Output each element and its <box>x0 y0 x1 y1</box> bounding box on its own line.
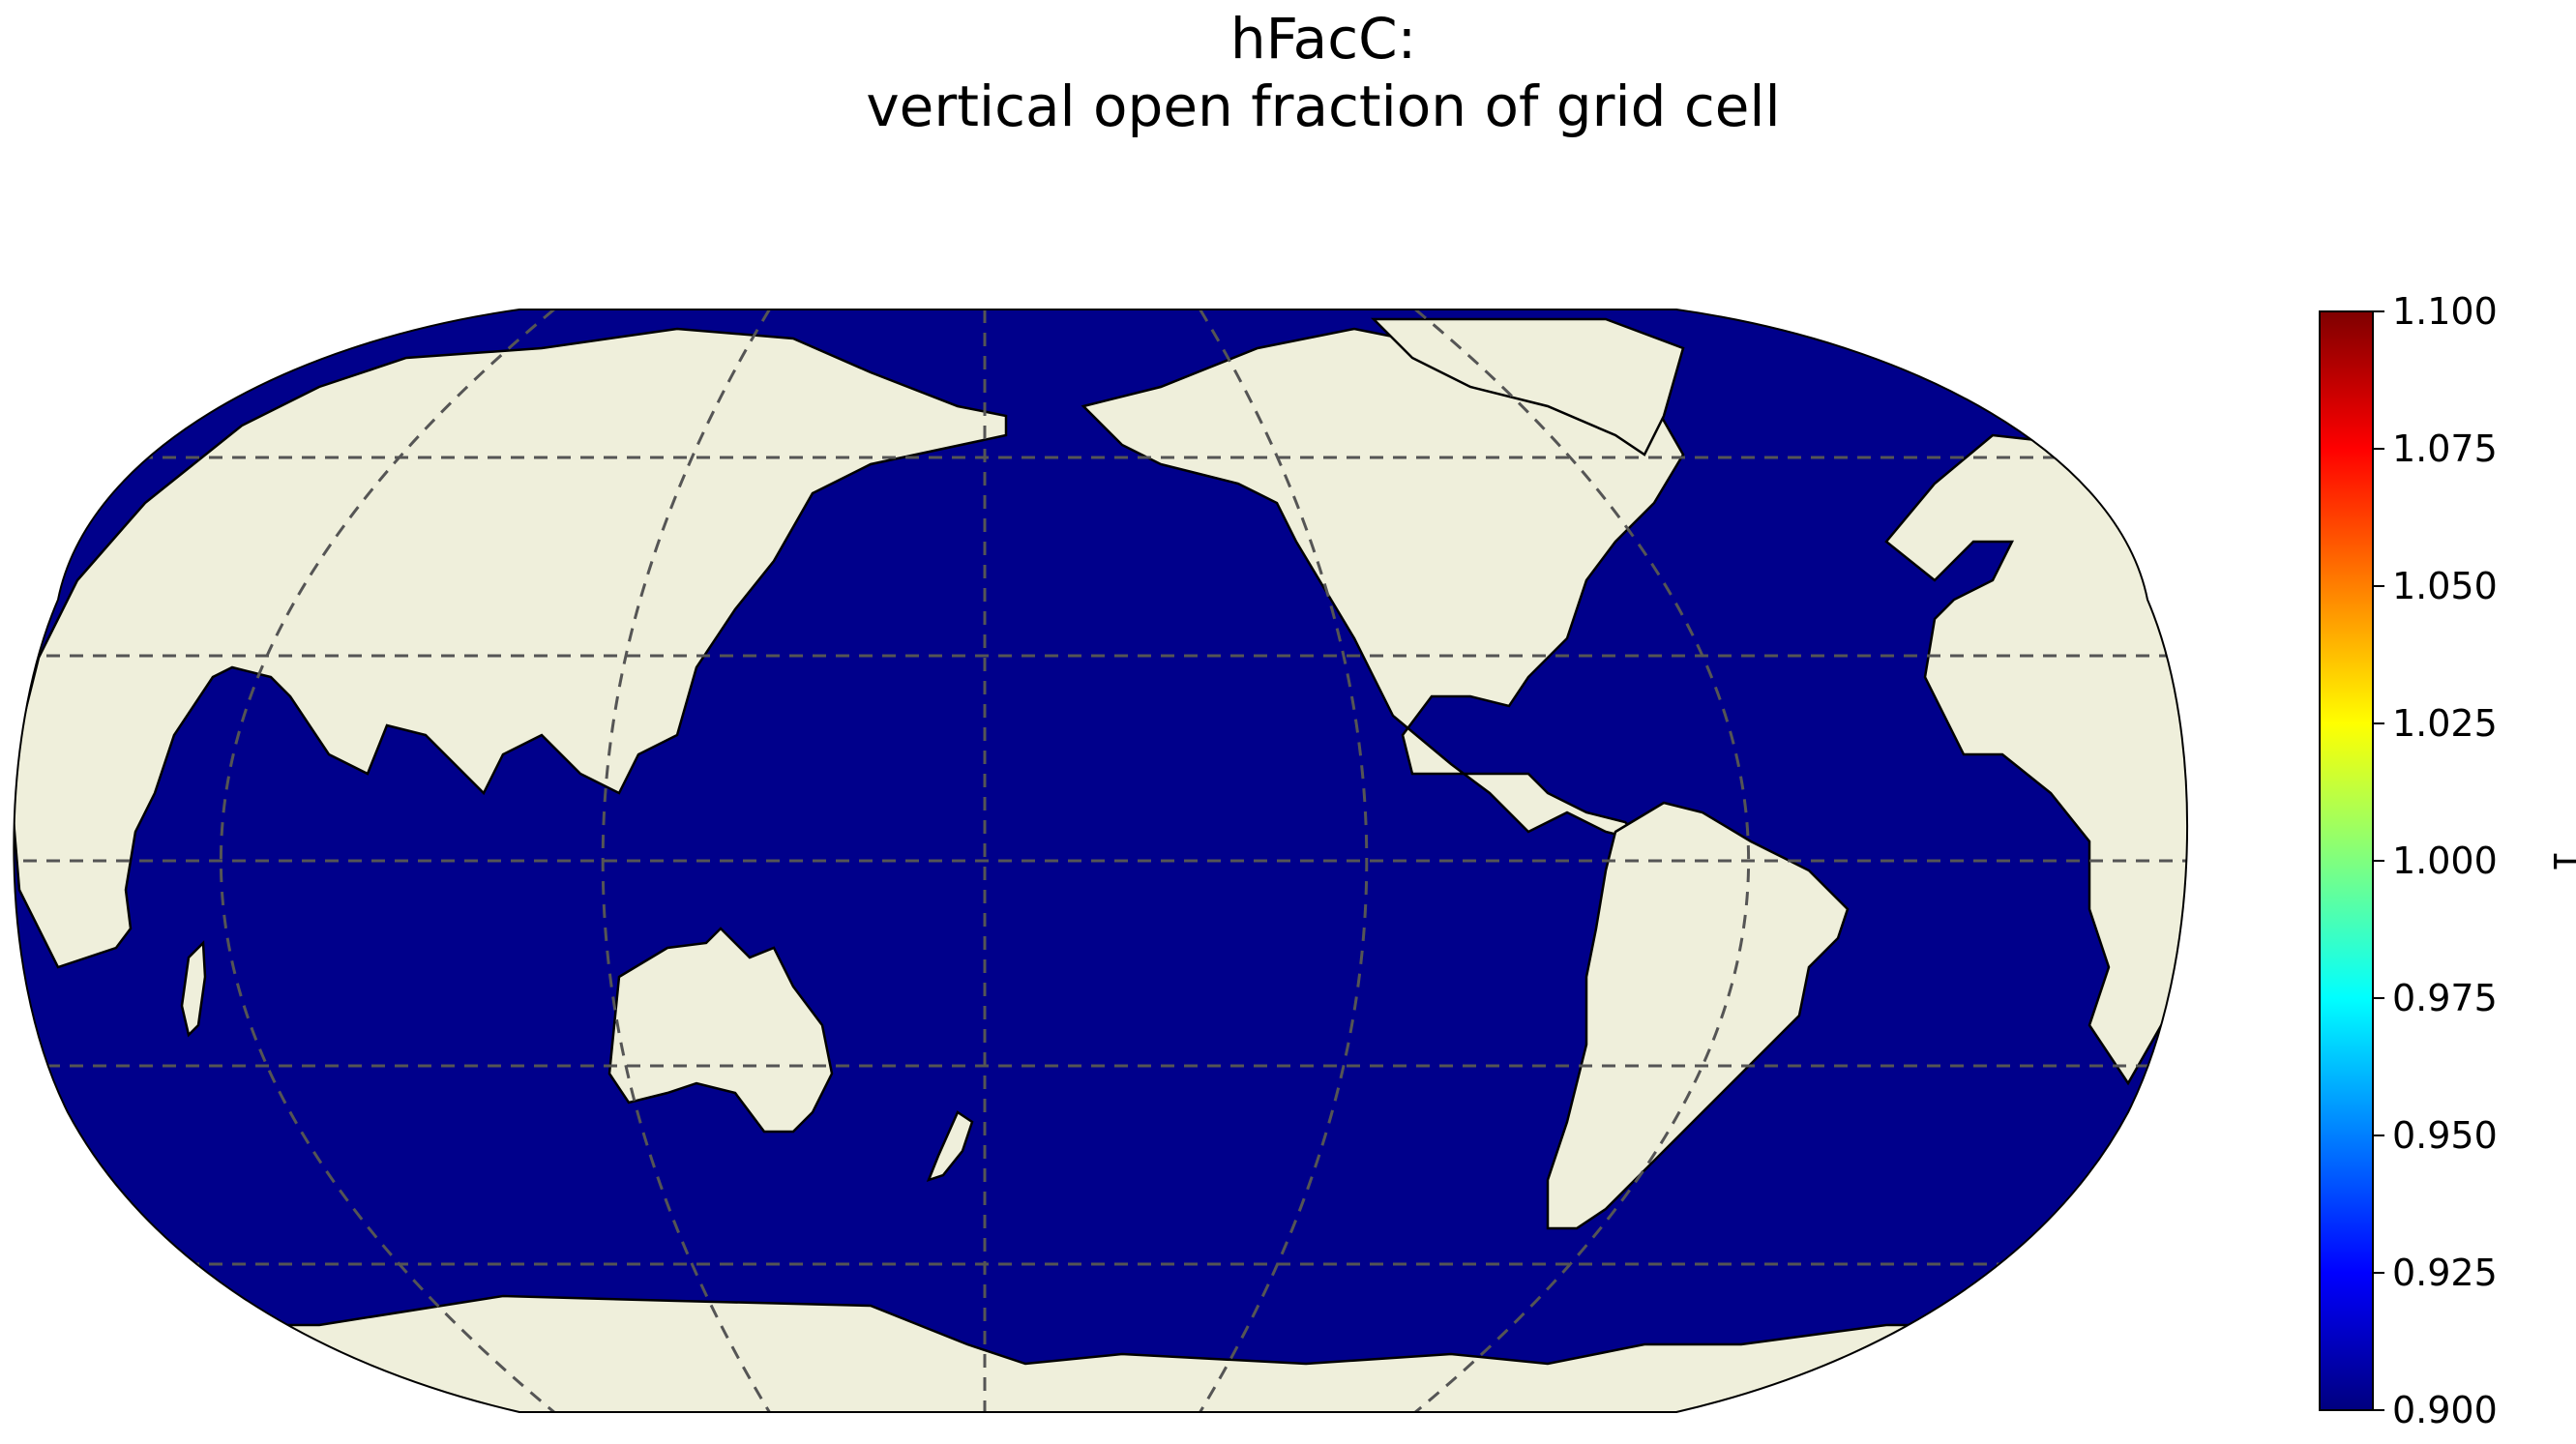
land-antarctica <box>14 1294 2178 1412</box>
colorbar-ticks: 0.900 0.925 0.950 0.975 1.000 1.025 1.050 1.075… <box>2373 290 2498 1431</box>
colorbar-tick-label: 0.900 <box>2392 1389 2498 1431</box>
colorbar-tick-label: 1.000 <box>2392 840 2498 882</box>
world-map <box>13 309 2189 1413</box>
colorbar-tick-label: 1.025 <box>2392 702 2498 745</box>
land-masses <box>14 317 2188 1412</box>
longitude-gridline <box>1414 309 1751 1412</box>
colorbar: 0.900 0.925 0.950 0.975 1.000 1.025 1.050 1.075… <box>2319 290 2576 1431</box>
colorbar-tick-label: 0.975 <box>2392 977 2498 1019</box>
colorbar-tick-label: 1.050 <box>2392 565 2498 607</box>
gridlines <box>14 309 2186 1412</box>
colorbar-tick-label: 1.075 <box>2392 427 2498 470</box>
longitude-gridline <box>219 309 555 1412</box>
land-new-zealand <box>926 1110 974 1183</box>
land-greenland <box>1370 317 1685 457</box>
colorbar-gradient <box>2319 310 2374 1411</box>
land-madagascar <box>180 940 207 1038</box>
land-australia <box>607 927 834 1134</box>
colorbar-tick-label: 1.100 <box>2392 290 2498 333</box>
map-boundary <box>13 309 2189 1413</box>
colorbar-label: 1 <box>2545 849 2576 872</box>
colorbar-tick-label: 0.950 <box>2392 1114 2498 1157</box>
longitude-gridline <box>601 309 771 1412</box>
land-eurasia <box>14 327 1008 969</box>
title-line-2: vertical open fraction of grid cell <box>866 74 1780 139</box>
colorbar-tick-label: 0.925 <box>2392 1252 2498 1294</box>
title-line-1: hFacC: <box>1230 6 1416 72</box>
longitude-gridline <box>1199 309 1369 1412</box>
